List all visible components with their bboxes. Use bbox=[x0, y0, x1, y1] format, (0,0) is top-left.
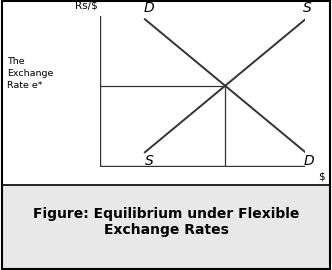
Text: Figure: Equilibrium under Flexible
Exchange Rates: Figure: Equilibrium under Flexible Excha… bbox=[33, 207, 299, 237]
Text: Amount of Foreign Exchange: Amount of Foreign Exchange bbox=[123, 187, 274, 197]
Text: S: S bbox=[303, 1, 312, 15]
Text: Rs/$: Rs/$ bbox=[75, 0, 98, 10]
Text: D: D bbox=[144, 1, 154, 15]
Text: S: S bbox=[145, 154, 153, 168]
Text: D: D bbox=[303, 154, 314, 168]
Text: The
Exchange
Rate e*: The Exchange Rate e* bbox=[7, 57, 53, 90]
Text: $: $ bbox=[318, 171, 324, 181]
